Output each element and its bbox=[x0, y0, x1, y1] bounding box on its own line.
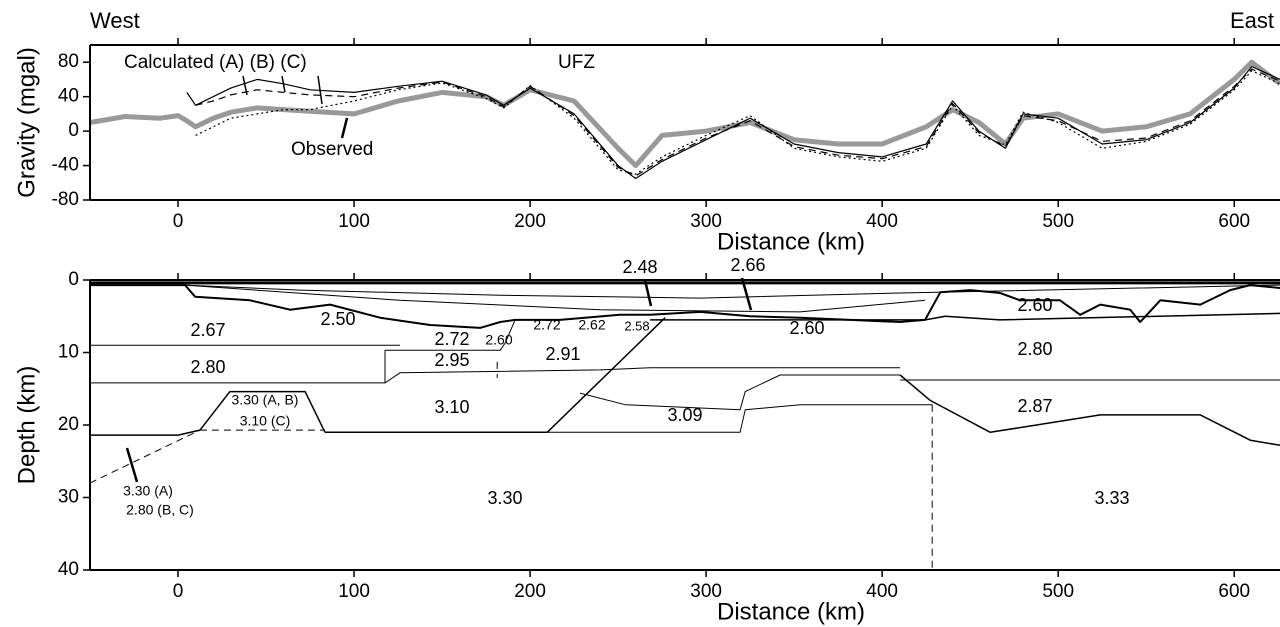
x-tick-label: 100 bbox=[338, 581, 370, 602]
layer-boundary bbox=[199, 390, 326, 433]
annotation: 2.72 bbox=[533, 317, 560, 333]
x-tick-label: 100 bbox=[338, 211, 370, 232]
layer-boundary bbox=[547, 404, 933, 433]
y-tick-label: 0 bbox=[68, 120, 79, 141]
annotation: Calculated (A) (B) (C) bbox=[124, 52, 307, 73]
layer-boundary bbox=[546, 317, 666, 433]
y-tick-label: 80 bbox=[58, 51, 79, 72]
annotation: 2.80 bbox=[190, 357, 225, 377]
layer-boundary bbox=[90, 284, 1280, 329]
annotation: 2.60 bbox=[1017, 295, 1052, 315]
plot-area bbox=[90, 281, 1280, 570]
gravity-line bbox=[195, 70, 1280, 175]
annotation: 3.30 (A, B) bbox=[232, 392, 299, 408]
layer-boundary bbox=[185, 284, 926, 313]
x-tick-label: 600 bbox=[1218, 211, 1250, 232]
layer-boundary bbox=[90, 367, 901, 384]
x-tick-label: 200 bbox=[514, 211, 546, 232]
annotation: UFZ bbox=[558, 52, 595, 73]
gravity-line bbox=[195, 68, 1280, 177]
x-tick-label: 300 bbox=[690, 581, 722, 602]
x-tick-label: 600 bbox=[1218, 581, 1250, 602]
y-tick-label: 20 bbox=[58, 414, 79, 435]
layer-boundary bbox=[90, 429, 201, 484]
x-tick-label: 200 bbox=[514, 581, 546, 602]
y-tick-label: 30 bbox=[58, 487, 79, 508]
annotation: 3.33 bbox=[1094, 488, 1129, 508]
annotation: 2.80 bbox=[1017, 339, 1052, 359]
annotation: 2.72 bbox=[434, 329, 469, 349]
x-tick-label: 400 bbox=[866, 211, 898, 232]
layer-boundary bbox=[579, 374, 901, 411]
y-tick-label: -40 bbox=[52, 155, 79, 176]
x-tick-label: 0 bbox=[173, 581, 184, 602]
annotation: 3.10 bbox=[434, 397, 469, 417]
layer-boundary bbox=[384, 319, 516, 383]
x-tick-label: 0 bbox=[173, 211, 184, 232]
y-tick-label: 0 bbox=[68, 269, 79, 290]
annotation: 2.66 bbox=[730, 255, 765, 275]
leader bbox=[340, 117, 349, 139]
annotation: 2.48 bbox=[622, 257, 657, 277]
annotation: Observed bbox=[291, 139, 373, 160]
gravity-line bbox=[90, 59, 1280, 169]
annotation: 2.60 bbox=[485, 332, 512, 348]
y-axis-title: Gravity (mgal) bbox=[13, 47, 40, 198]
annotation: 2.67 bbox=[190, 320, 225, 340]
annotation: 3.09 bbox=[667, 405, 702, 425]
annotation: 3.10 (C) bbox=[240, 413, 291, 429]
panel: 0 100 200 300 400 500 600 -80 -40 0 40 80 Distance (… bbox=[13, 8, 1280, 255]
x-tick-label: 400 bbox=[866, 581, 898, 602]
layer-boundary bbox=[90, 429, 201, 436]
annotation: 3.30 bbox=[487, 488, 522, 508]
annotation: East bbox=[1230, 8, 1274, 33]
gravity-line bbox=[186, 65, 1280, 180]
x-axis-title: Distance (km) bbox=[717, 598, 865, 625]
annotation: 2.80 (B, C) bbox=[126, 502, 194, 518]
x-tick-label: 300 bbox=[690, 211, 722, 232]
annotation: 2.87 bbox=[1017, 396, 1052, 416]
annotation: West bbox=[90, 8, 140, 33]
leader bbox=[125, 447, 139, 483]
x-tick-label: 500 bbox=[1042, 581, 1074, 602]
y-tick-label: 10 bbox=[58, 342, 79, 363]
layer-boundary bbox=[899, 374, 1280, 447]
plot-area bbox=[90, 59, 1280, 180]
y-tick-label: 40 bbox=[58, 86, 79, 107]
annotation: 2.58 bbox=[624, 318, 649, 333]
y-tick-label: -80 bbox=[52, 189, 79, 210]
y-tick-label: 40 bbox=[58, 559, 79, 580]
panel: 0 100 200 300 400 500 600 0 10 20 30 40 Distance (km… bbox=[13, 255, 1280, 625]
annotation: 2.95 bbox=[434, 350, 469, 370]
annotation: 2.60 bbox=[789, 318, 824, 338]
layer-boundary bbox=[650, 312, 1280, 321]
annotation: 2.62 bbox=[578, 317, 605, 333]
annotation: 2.50 bbox=[320, 309, 355, 329]
annotation: 3.30 (A) bbox=[123, 483, 173, 499]
x-tick-label: 500 bbox=[1042, 211, 1074, 232]
y-axis-title: Depth (km) bbox=[13, 366, 40, 485]
annotation: 2.91 bbox=[545, 344, 580, 364]
layer-boundary bbox=[185, 284, 1280, 299]
x-axis-title: Distance (km) bbox=[717, 228, 865, 255]
